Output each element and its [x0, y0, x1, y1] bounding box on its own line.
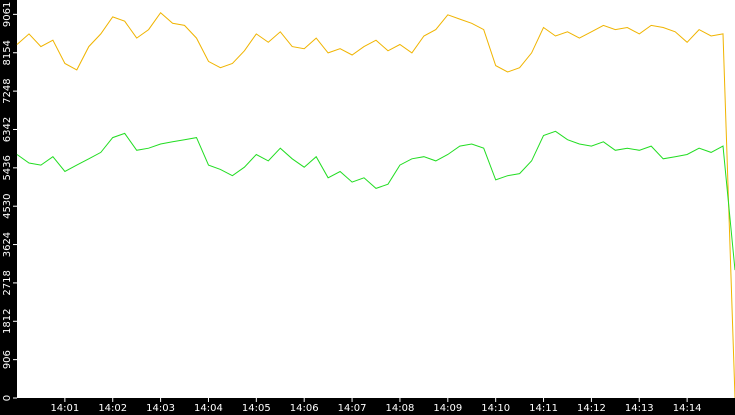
y-tick-label: 1812 [2, 309, 13, 334]
x-tick-label: 14:04 [194, 403, 223, 414]
x-tick-label: 14:03 [146, 403, 175, 414]
x-tick-label: 14:10 [481, 403, 510, 414]
y-tick-label: 2718 [2, 270, 13, 295]
y-tick-label: 7248 [2, 78, 13, 103]
y-tick-label: 0 [2, 395, 13, 401]
x-tick-label: 14:05 [242, 403, 271, 414]
y-tick-label: 906 [2, 350, 13, 369]
y-tick-label: 4530 [2, 193, 13, 218]
x-tick-label: 14:09 [433, 403, 462, 414]
y-tick-label: 5436 [2, 155, 13, 180]
series-line [16, 11, 735, 399]
x-tick-label: 14:13 [625, 403, 654, 414]
y-tick-label: 8154 [2, 40, 13, 65]
y-tick-label: 3624 [2, 232, 13, 257]
y-tick-label: 9061 [2, 2, 13, 27]
x-tick-label: 14:14 [673, 403, 702, 414]
x-axis-band [0, 398, 735, 415]
series-line [16, 130, 735, 271]
x-tick-label: 14:07 [338, 403, 367, 414]
x-tick-label: 14:08 [386, 403, 415, 414]
x-tick-label: 14:06 [290, 403, 319, 414]
x-tick-label: 14:02 [98, 403, 127, 414]
x-tick-label: 14:11 [529, 403, 558, 414]
x-tick-label: 14:01 [50, 403, 79, 414]
y-axis-band [0, 0, 17, 415]
x-tick-label: 14:12 [577, 403, 606, 414]
y-tick-label: 6342 [2, 117, 13, 142]
